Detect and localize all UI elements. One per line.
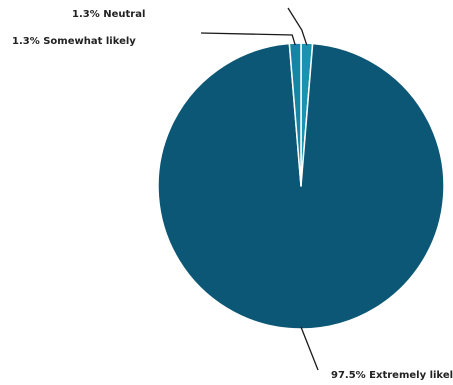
leader-line-somewhat-likely [200, 32, 296, 46]
labels-layer: 1.3% Neutral 97.5% Extremely likely 1.3% S… [12, 9, 453, 381]
data-label-extremely-likely: 97.5% Extremely likely [331, 370, 453, 381]
data-label-neutral: 1.3% Neutral [72, 9, 145, 20]
leader-line-extremely-likely [300, 326, 319, 371]
data-label-somewhat-likely: 1.3% Somewhat likely [12, 36, 136, 47]
leader-lines-layer [200, 7, 319, 371]
slices-layer [157, 42, 445, 330]
leader-line-neutral [287, 7, 308, 46]
